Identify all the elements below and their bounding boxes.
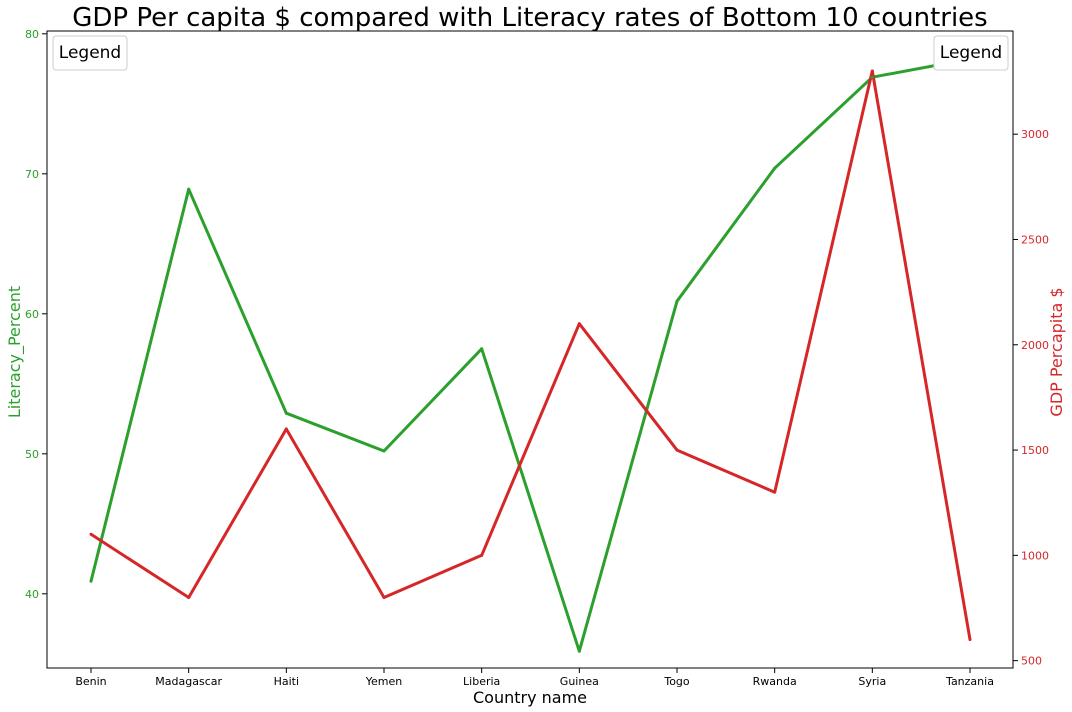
- legend-left: Legend: [52, 35, 128, 71]
- literacy-point-haiti: [284, 411, 288, 415]
- literacy-point-rwanda: [773, 166, 777, 170]
- literacy-point-yemen: [382, 449, 386, 453]
- literacy-point-syria: [870, 75, 874, 79]
- data-points: [89, 57, 972, 653]
- plot-area: [46, 30, 1014, 669]
- x-tick-label: Syria: [858, 675, 886, 688]
- x-tick-label: Haiti: [274, 675, 299, 688]
- gdp-point-benin: [89, 532, 93, 536]
- legend-right: Legend: [933, 35, 1009, 71]
- literacy-line: [89, 57, 971, 653]
- legend-left-text: Legend: [59, 43, 121, 63]
- chart-title: GDP Per capita $ compared with Literacy …: [72, 3, 987, 33]
- gdp-point-liberia: [480, 553, 484, 557]
- right-tick-label: 500: [1021, 655, 1042, 668]
- y-axis-left-label: Literacy_Percent: [5, 286, 25, 418]
- legend-right-box: [933, 35, 1009, 71]
- x-axis-ticks: Benin Madagascar Haiti Yemen Liberia Guinea To…: [75, 668, 994, 688]
- literacy-point-togo: [675, 299, 679, 303]
- left-tick-label: 60: [25, 308, 39, 321]
- x-tick-label: Liberia: [463, 675, 500, 688]
- literacy-point-liberia: [480, 347, 484, 351]
- x-tick-label: Madagascar: [155, 675, 222, 688]
- x-tick-label: Rwanda: [753, 675, 797, 688]
- literacy-point-benin: [89, 579, 93, 583]
- left-tick-label: 70: [25, 168, 39, 181]
- right-tick-label: 3000: [1021, 128, 1049, 141]
- right-tick-label: 1500: [1021, 444, 1049, 457]
- gdp-point-yemen: [382, 595, 386, 599]
- x-axis-label: Country name: [473, 688, 587, 707]
- x-tick-label: Benin: [75, 675, 106, 688]
- x-tick-label: Yemen: [365, 675, 403, 688]
- x-tick-label: Guinea: [560, 675, 599, 688]
- literacy-point-madagascar: [187, 187, 191, 191]
- literacy-point-guinea: [577, 649, 581, 653]
- left-tick-label: 50: [25, 448, 39, 461]
- x-tick-label: Togo: [663, 675, 690, 688]
- left-tick-label: 80: [25, 28, 39, 41]
- x-tick-label: Tanzania: [945, 675, 994, 688]
- gdp-point-guinea: [577, 322, 581, 326]
- gdp-point-togo: [675, 448, 679, 452]
- right-tick-label: 2000: [1021, 339, 1049, 352]
- gdp-point-tanzania: [968, 638, 972, 642]
- right-tick-label: 1000: [1021, 549, 1049, 562]
- gdp-point-haiti: [284, 427, 288, 431]
- left-axis-ticks: 40 50 60 70 80: [25, 28, 47, 601]
- gdp-point-madagascar: [187, 595, 191, 599]
- right-tick-label: 2500: [1021, 233, 1049, 246]
- left-tick-label: 40: [25, 588, 39, 601]
- gdp-point-rwanda: [773, 490, 777, 494]
- right-axis-ticks: 500 1000 1500 2000 2500 3000: [1013, 128, 1049, 668]
- gdp-point-syria: [870, 69, 874, 73]
- legend-left-box: [52, 35, 128, 71]
- legend-right-text: Legend: [940, 43, 1002, 63]
- gdp-line: [90, 69, 972, 640]
- y-axis-right-label: GDP Percapita $: [1047, 287, 1066, 416]
